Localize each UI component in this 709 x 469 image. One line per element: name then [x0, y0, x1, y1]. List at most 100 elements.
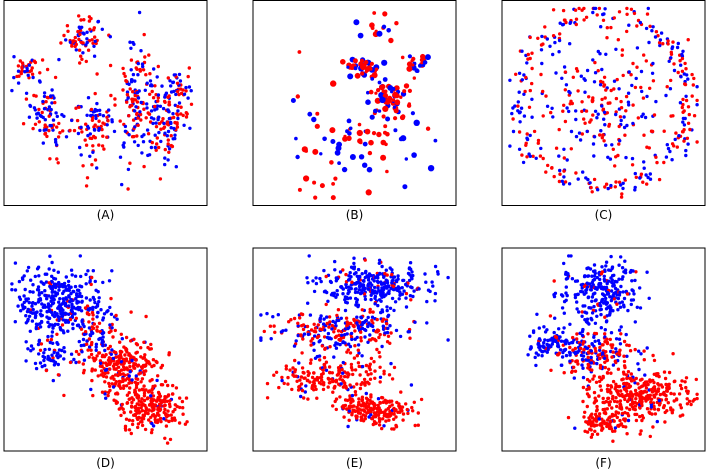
scatter-point — [363, 271, 368, 275]
scatter-point — [611, 363, 616, 367]
scatter-point — [355, 281, 359, 285]
scatter-point — [595, 432, 600, 436]
scatter-point — [38, 71, 42, 75]
scatter-point — [80, 319, 84, 323]
scatter-point — [133, 109, 137, 113]
panel-d-frame — [3, 247, 208, 452]
scatter-point — [346, 291, 350, 296]
scatter-point — [305, 276, 309, 280]
scatter-point — [562, 147, 566, 151]
scatter-point — [173, 403, 177, 407]
scatter-point — [54, 140, 58, 144]
scatter-point — [300, 388, 305, 393]
scatter-point — [61, 291, 65, 296]
scatter-point — [57, 121, 61, 126]
scatter-point — [600, 417, 604, 421]
scatter-point — [123, 124, 128, 129]
scatter-point — [92, 54, 97, 58]
scatter-point — [534, 363, 538, 368]
scatter-point — [140, 377, 145, 381]
scatter-point — [695, 103, 699, 107]
scatter-point — [382, 400, 386, 404]
scatter-point — [30, 319, 35, 323]
scatter-point — [643, 115, 648, 120]
scatter-point — [385, 305, 389, 309]
scatter-point — [655, 160, 659, 165]
scatter-point — [600, 343, 604, 347]
scatter-point — [46, 354, 50, 359]
scatter-point — [341, 340, 345, 344]
scatter-point — [362, 279, 366, 283]
scatter-point — [657, 398, 662, 403]
scatter-point — [119, 360, 124, 364]
scatter-point — [163, 379, 168, 384]
scatter-point — [120, 350, 124, 354]
scatter-point — [377, 298, 382, 302]
scatter-point — [50, 334, 54, 338]
scatter-point — [86, 96, 91, 100]
scatter-point — [360, 58, 364, 63]
scatter-point — [45, 297, 49, 301]
scatter-point — [390, 377, 395, 381]
scatter-point — [377, 350, 381, 355]
scatter-point — [358, 140, 363, 145]
scatter-point — [105, 135, 109, 139]
scatter-point — [630, 163, 635, 167]
scatter-point — [280, 378, 284, 383]
scatter-point — [385, 116, 391, 122]
scatter-point — [563, 180, 568, 184]
scatter-point — [598, 133, 602, 137]
scatter-point — [55, 125, 59, 129]
scatter-point — [633, 278, 637, 283]
scatter-point — [129, 46, 133, 50]
scatter-point — [344, 282, 348, 287]
scatter-point — [27, 300, 31, 305]
scatter-point — [398, 334, 403, 339]
scatter-point — [518, 120, 522, 124]
scatter-point — [16, 64, 21, 68]
scatter-point — [618, 115, 623, 119]
scatter-point — [572, 376, 576, 380]
scatter-point — [354, 414, 358, 418]
scatter-point — [74, 48, 79, 52]
scatter-point — [413, 119, 420, 127]
scatter-point — [70, 118, 74, 123]
scatter-point — [635, 305, 639, 309]
scatter-point — [35, 323, 40, 327]
scatter-point — [580, 100, 584, 104]
scatter-point — [333, 268, 337, 272]
scatter-point — [374, 91, 378, 95]
scatter-point — [619, 284, 623, 289]
scatter-point — [586, 266, 590, 270]
scatter-point — [366, 340, 370, 344]
scatter-point — [424, 280, 428, 284]
scatter-point — [651, 353, 655, 358]
scatter-point — [558, 348, 563, 352]
scatter-point — [133, 93, 137, 98]
scatter-point — [605, 26, 609, 30]
scatter-point — [600, 270, 605, 274]
scatter-point — [385, 308, 389, 313]
scatter-point — [349, 154, 356, 160]
scatter-point — [662, 129, 666, 133]
scatter-point — [342, 415, 346, 419]
scatter-point — [286, 375, 290, 380]
scatter-point — [130, 378, 134, 382]
scatter-point — [582, 348, 586, 352]
scatter-point — [411, 294, 415, 299]
scatter-point — [637, 386, 641, 390]
scatter-point — [294, 374, 298, 378]
scatter-point — [329, 280, 333, 285]
scatter-point — [419, 397, 424, 402]
scatter-point — [358, 411, 363, 415]
scatter-point — [109, 376, 113, 380]
scatter-point — [150, 140, 154, 145]
scatter-point — [563, 119, 568, 124]
scatter-point — [354, 72, 361, 79]
scatter-point — [591, 142, 596, 146]
scatter-point — [368, 377, 373, 381]
scatter-point — [265, 381, 270, 386]
scatter-point — [584, 291, 588, 295]
scatter-point — [622, 372, 626, 376]
scatter-point — [389, 361, 393, 366]
